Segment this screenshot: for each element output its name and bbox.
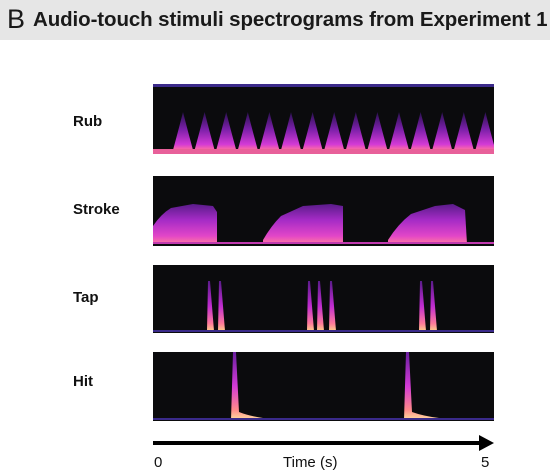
rub-burst — [259, 112, 280, 150]
rub-burst — [367, 112, 388, 150]
tap-transient — [218, 281, 225, 331]
rub-burst — [173, 112, 193, 150]
rub-burst — [475, 112, 494, 150]
tap-transient — [419, 281, 426, 331]
tap-transient — [430, 281, 437, 331]
time-tick-end: 5 — [481, 454, 490, 471]
tap-transient — [317, 281, 324, 331]
rub-burst — [302, 112, 323, 150]
tap-transient — [329, 281, 336, 331]
rub-burst — [281, 112, 301, 150]
time-axis-arrow — [153, 435, 494, 451]
rub-burst — [324, 112, 345, 150]
figure-header: B Audio-touch stimuli spectrograms from … — [0, 0, 550, 40]
spectrogram-hit — [153, 352, 494, 421]
rub-burst — [432, 112, 453, 150]
rub-burst — [237, 112, 258, 150]
panel-letter: B — [7, 4, 26, 34]
time-tick-start: 0 — [154, 454, 163, 471]
rub-burst — [389, 112, 409, 150]
rub-burst — [410, 112, 431, 150]
rub-burst — [453, 112, 474, 150]
figure-title: Audio-touch stimuli spectrograms from Ex… — [33, 8, 548, 31]
spectrogram-stroke-plot — [153, 204, 494, 244]
rub-burst — [216, 112, 237, 150]
spectrogram-hit-plot — [153, 352, 494, 420]
label-hit: Hit — [73, 373, 93, 390]
label-stroke: Stroke — [73, 201, 120, 218]
spectrogram-tap — [153, 265, 494, 333]
spectrogram-rub — [153, 84, 494, 154]
rub-burst — [345, 112, 366, 150]
tap-transient — [307, 281, 314, 331]
rub-burst — [194, 112, 215, 150]
time-axis-label: Time (s) — [283, 454, 338, 471]
label-tap: Tap — [73, 289, 99, 306]
spectrogram-tap-plot — [153, 281, 494, 332]
time-axis — [153, 435, 494, 451]
label-rub: Rub — [73, 113, 103, 130]
tap-transient — [207, 281, 214, 331]
spectrogram-stroke — [153, 176, 494, 246]
spectrogram-rub-plot — [153, 84, 494, 154]
